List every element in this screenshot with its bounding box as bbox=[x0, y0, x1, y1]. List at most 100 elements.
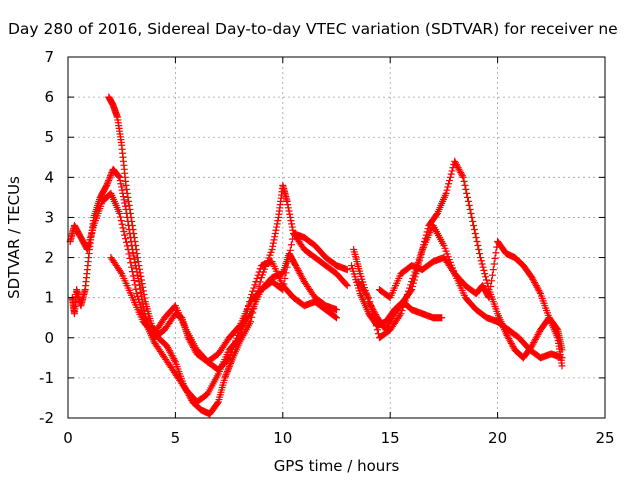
trace-segment bbox=[466, 205, 474, 213]
trace-segment bbox=[166, 348, 174, 356]
trace-segment bbox=[457, 169, 465, 177]
trace-segment bbox=[105, 175, 113, 183]
trace-segment bbox=[285, 207, 293, 215]
trace-segment bbox=[456, 167, 464, 175]
trace-segment bbox=[472, 234, 480, 241]
trace-segment bbox=[433, 211, 441, 219]
trace-segment bbox=[167, 350, 175, 358]
trace-segment bbox=[269, 239, 277, 247]
trace-segment bbox=[244, 302, 252, 310]
trace-segment bbox=[255, 268, 263, 276]
trace-segment bbox=[123, 242, 131, 250]
trace-segment bbox=[137, 276, 145, 284]
trace-segment bbox=[416, 252, 424, 260]
trace-segment bbox=[122, 235, 130, 243]
trace-segment bbox=[116, 177, 124, 185]
trace-segment bbox=[553, 325, 561, 333]
trace-segment bbox=[368, 306, 376, 314]
trace-segment bbox=[139, 283, 147, 291]
trace-segment bbox=[536, 288, 544, 296]
trace-segment bbox=[470, 225, 478, 233]
trace-segment bbox=[136, 265, 144, 273]
trace-segment bbox=[508, 341, 516, 349]
trace-segment bbox=[273, 223, 281, 231]
trace-segment bbox=[169, 353, 177, 361]
trace-segment bbox=[128, 263, 136, 271]
y-tick-label: -2 bbox=[39, 409, 54, 427]
trace-segment bbox=[121, 199, 129, 207]
trace-segment bbox=[274, 217, 282, 225]
trace-segment bbox=[130, 234, 138, 241]
y-tick-label: 2 bbox=[44, 249, 54, 267]
trace-segment bbox=[271, 233, 279, 241]
data-point-series-1 bbox=[333, 306, 340, 314]
trace-segment bbox=[299, 274, 307, 282]
trace-segment bbox=[286, 246, 294, 254]
trace-segment bbox=[284, 204, 292, 212]
x-axis-label: GPS time / hours bbox=[274, 457, 400, 475]
data-point-series-7 bbox=[365, 294, 373, 302]
trace-segment bbox=[118, 220, 126, 228]
trace-segment bbox=[531, 337, 539, 345]
y-tick-label: 3 bbox=[44, 208, 54, 226]
trace-segment bbox=[271, 229, 279, 237]
trace-segment bbox=[532, 334, 540, 342]
trace-segment bbox=[139, 287, 147, 295]
data-point-series-7 bbox=[408, 278, 416, 286]
trace-segment bbox=[369, 310, 377, 318]
trace-segment bbox=[105, 177, 113, 185]
trace-segment bbox=[448, 167, 456, 175]
data-point-series-1 bbox=[103, 181, 111, 189]
y-tick-label: 4 bbox=[44, 168, 54, 186]
trace-segment bbox=[132, 242, 140, 250]
y-tick-label: 6 bbox=[44, 88, 54, 106]
trace-segment bbox=[480, 266, 488, 274]
trace-segment bbox=[478, 260, 486, 268]
data-point-series-5 bbox=[442, 189, 450, 197]
trace-segment bbox=[132, 246, 140, 254]
trace-segment bbox=[531, 280, 539, 288]
trace-segment bbox=[221, 372, 229, 380]
trace-segment bbox=[272, 226, 280, 234]
trace-segment bbox=[296, 270, 304, 278]
trace-segment bbox=[125, 197, 133, 205]
trace-segment bbox=[503, 331, 511, 339]
trace-segment bbox=[484, 292, 492, 300]
trace-segment bbox=[475, 246, 483, 254]
y-axis-ticks: -2 -1 0 1 2 3 4 5 6 7 bbox=[39, 48, 605, 427]
data-point-series-8 bbox=[485, 294, 493, 302]
trace-segment bbox=[489, 266, 497, 274]
trace-segment bbox=[447, 170, 455, 178]
trace-segment bbox=[370, 314, 378, 322]
trace-segment bbox=[141, 294, 149, 302]
trace-segment bbox=[252, 278, 260, 286]
trace-segment bbox=[280, 280, 288, 288]
x-tick-label: 15 bbox=[381, 429, 400, 447]
trace-segment bbox=[445, 177, 453, 185]
trace-segment bbox=[295, 268, 303, 276]
trace-segment bbox=[130, 229, 138, 237]
trace-segment bbox=[367, 302, 375, 310]
trace-segment bbox=[253, 274, 261, 282]
trace-segment bbox=[273, 220, 281, 228]
trace-segment bbox=[129, 225, 137, 233]
trace-segment bbox=[165, 347, 173, 355]
trace-segment bbox=[243, 306, 251, 314]
y-axis-label: SDTVAR / TECUs bbox=[5, 176, 23, 299]
trace-segment bbox=[226, 361, 234, 369]
trace-segment bbox=[284, 201, 292, 209]
trace-segment bbox=[477, 257, 485, 265]
trace-segment bbox=[293, 263, 301, 271]
trace-segment bbox=[530, 339, 538, 347]
trace-segment bbox=[451, 159, 459, 167]
trace-segment bbox=[482, 276, 490, 284]
trace-segment bbox=[120, 196, 128, 204]
y-tick-label: 7 bbox=[44, 48, 54, 66]
trace-segment bbox=[490, 260, 498, 268]
trace-segment bbox=[297, 271, 305, 279]
trace-segment bbox=[399, 303, 407, 311]
trace-segment bbox=[288, 223, 296, 231]
trace-segment bbox=[409, 274, 417, 282]
trace-segment bbox=[506, 338, 514, 346]
